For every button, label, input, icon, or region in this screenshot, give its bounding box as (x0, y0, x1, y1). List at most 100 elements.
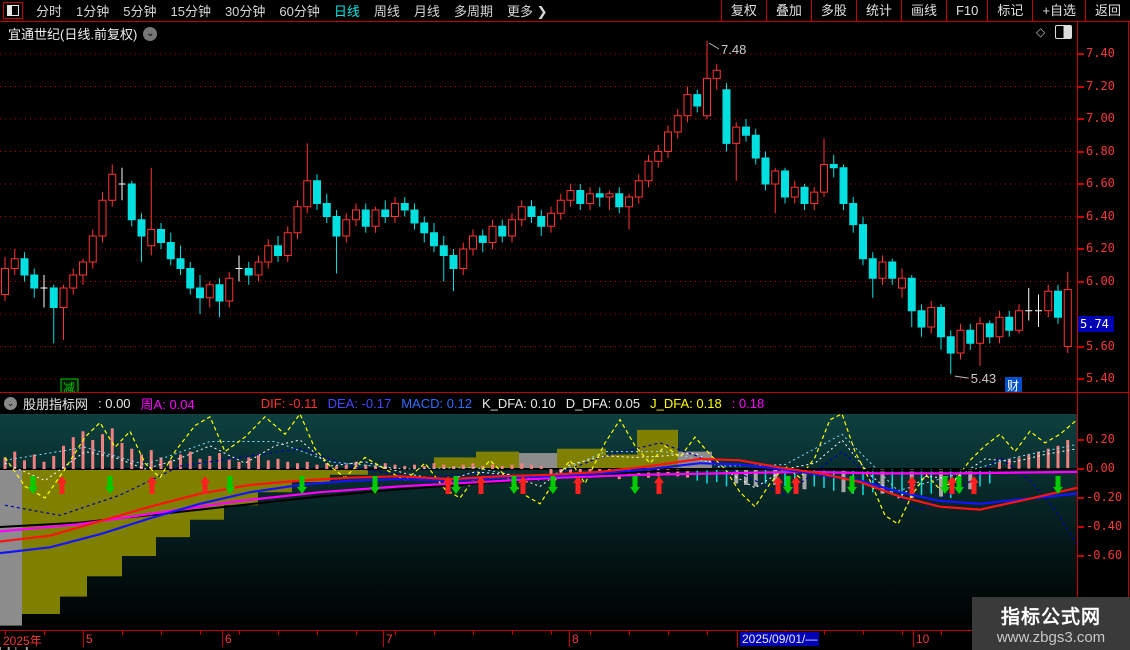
ind-tick-3 (1078, 526, 1084, 528)
indicator-chart[interactable] (0, 412, 1078, 630)
price-tick-6 (1078, 248, 1084, 250)
month-line-5 (913, 631, 914, 647)
menu-tool-7[interactable]: +自选 (1032, 0, 1085, 21)
menu-period-4[interactable]: 30分钟 (224, 4, 266, 19)
minor-tick (317, 631, 318, 635)
annotation-high: 7.48 (721, 42, 746, 57)
chevron-down-icon[interactable]: ⌄ (143, 26, 158, 41)
diamond-icon[interactable]: ◇ (1036, 25, 1046, 39)
indicator-value-4: DEA: -0.17 (327, 396, 392, 411)
indicator-panel-bg (0, 412, 1078, 630)
price-tick-3 (1078, 150, 1084, 153)
minor-tick (551, 631, 552, 635)
indicator-value-2: 周A: 0.04 (140, 397, 195, 412)
indicator-value-3: DIF: -0.11 (260, 396, 318, 411)
menu-period-6[interactable]: 日线 (333, 4, 360, 19)
month-label-3[interactable]: 8 (572, 632, 579, 646)
menu-period-9[interactable]: 多周期 (453, 4, 493, 19)
price-axis-label-3: 6.80 (1086, 143, 1115, 158)
chevron-down-icon[interactable]: ⌄ (4, 397, 17, 410)
candlestick-chart[interactable]: 7.48 5.43 减 财 (0, 22, 1077, 392)
ind-axis-label-1: 0.00 (1086, 461, 1115, 475)
price-tick-4 (1078, 183, 1084, 185)
price-tick-7 (1078, 280, 1084, 283)
month-line-0 (83, 631, 84, 647)
indicator-value-0: 股朋指标网 (23, 397, 89, 412)
year-label: 2025年 (3, 634, 42, 648)
minor-tick (44, 631, 45, 635)
menu-period-0[interactable]: 分时 (36, 4, 63, 19)
menu-tool-1[interactable]: 叠加 (765, 0, 811, 21)
price-tick-9 (1078, 378, 1084, 380)
indicator-value-9: : 0.18 (731, 396, 765, 411)
right-edge-line (1128, 22, 1129, 646)
watermark: 指标公式网 www.zbgs3.com (972, 597, 1130, 650)
top-menu-bar: 分时 1分钟 5分钟 15分钟 30分钟 60分钟 日线 周线 月线 多周期 更多 ❯ 复权 叠加 多股… (0, 0, 1130, 22)
price-axis-label-6: 6.20 (1086, 241, 1115, 255)
tool-menu: 复权 叠加 多股 统计 画线 F10 标记 +自选 返回 (720, 0, 1130, 21)
minor-tick (122, 631, 123, 635)
ind-axis-label-0: 0.20 (1086, 432, 1115, 446)
menu-period-7[interactable]: 周线 (373, 4, 400, 19)
corner-icons: ◇ (1036, 25, 1073, 39)
menu-period-1[interactable]: 1分钟 (76, 4, 110, 19)
price-tick-0 (1078, 53, 1084, 55)
minor-tick (668, 631, 669, 635)
menu-period-10[interactable]: 更多 ❯ (506, 4, 548, 19)
menu-tool-0[interactable]: 复权 (720, 0, 766, 21)
watermark-title: 指标公式网 (1000, 606, 1101, 628)
minor-tick (200, 631, 201, 635)
ind-axis-label-3: -0.40 (1086, 519, 1123, 533)
month-line-2 (383, 631, 384, 647)
minor-tick (5, 631, 6, 635)
indicator-header: ⌄ 股朋指标网: 0.00 周A: 0.04 DIF: -0.11 DEA: -0.1… (0, 394, 1077, 413)
indicator-value-8: J_DFA: 0.18 (650, 396, 722, 411)
date-axis[interactable]: 2025年 5 6 7 8 2025/09/01/— 10 (0, 630, 1130, 648)
minor-tick (629, 631, 630, 635)
split-window-icon[interactable] (1055, 25, 1073, 39)
price-axis-label-2: 7.00 (1086, 111, 1115, 125)
window-split-icon[interactable] (3, 2, 23, 19)
month-line-1 (222, 631, 223, 647)
price-axis-label-9: 5.40 (1086, 371, 1115, 385)
menu-period-5[interactable]: 60分钟 (279, 4, 320, 19)
indicator-value-6: K_DFA: 0.10 (482, 396, 556, 411)
month-label-2[interactable]: 7 (386, 632, 393, 646)
ind-tick-1 (1078, 468, 1084, 470)
month-label-1[interactable]: 6 (225, 632, 232, 646)
minor-tick (161, 631, 162, 635)
menu-period-3[interactable]: 15分钟 (170, 4, 211, 19)
minor-tick (941, 631, 942, 635)
panel-separator (0, 392, 1130, 393)
menu-tool-3[interactable]: 统计 (855, 0, 901, 21)
ind-tick-4 (1078, 555, 1084, 557)
menu-tool-4[interactable]: 画线 (900, 0, 946, 21)
minor-tick (512, 631, 513, 635)
clipped-status-row: ▏▎▏ ▎ (0, 647, 1130, 650)
minor-tick (824, 631, 825, 635)
period-menu: 分时 1分钟 5分钟 15分钟 30分钟 60分钟 日线 周线 月线 多周期 更多 ❯ (29, 1, 554, 20)
watermark-url: www.zbgs3.com (996, 628, 1106, 646)
menu-tool-2[interactable]: 多股 (810, 0, 856, 21)
month-label-4[interactable]: 2025/09/01/— (740, 632, 820, 646)
menu-tool-6[interactable]: 标记 (987, 0, 1032, 21)
menu-tool-5[interactable]: F10 (945, 0, 987, 21)
ind-axis-label-2: -0.20 (1086, 490, 1123, 504)
current-price-tag: 5.74 (1078, 315, 1114, 332)
price-tick-2 (1078, 118, 1084, 120)
marker-jian[interactable]: 减 (63, 381, 75, 392)
month-label-0[interactable]: 5 (86, 632, 93, 646)
minor-tick (473, 631, 474, 635)
menu-tool-8[interactable]: 返回 (1084, 0, 1130, 21)
month-label-5[interactable]: 10 (916, 632, 930, 646)
price-axis-label-0: 7.40 (1086, 46, 1115, 60)
marker-cai[interactable]: 财 (1007, 379, 1019, 392)
menu-period-2[interactable]: 5分钟 (123, 4, 157, 19)
price-axis-label-5: 6.40 (1086, 208, 1115, 223)
menu-period-8[interactable]: 月线 (413, 4, 440, 19)
minor-tick (902, 631, 903, 635)
indicator-value-5: MACD: 0.12 (401, 396, 472, 411)
price-axis-label-1: 7.20 (1086, 78, 1115, 93)
price-tick-1 (1078, 85, 1084, 88)
